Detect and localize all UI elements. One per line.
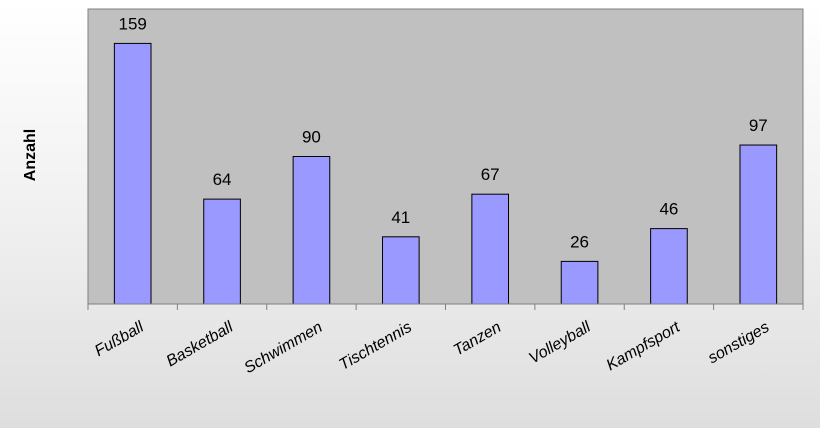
- value-labels-group: 159 64 90 41 67 26 46 97: [119, 14, 768, 251]
- value-label: 26: [570, 232, 589, 251]
- value-label: 90: [302, 128, 321, 147]
- bar-1: [203, 198, 241, 305]
- y-axis-label: Anzahl: [22, 129, 39, 181]
- value-label: 159: [119, 14, 147, 33]
- value-label: 97: [749, 116, 768, 135]
- bar-5: [560, 260, 599, 305]
- category-label: Volleyball: [526, 319, 594, 368]
- category-label: Tischtennis: [336, 319, 414, 374]
- bar-3: [381, 236, 420, 305]
- value-label: 67: [481, 165, 500, 184]
- bar-6: [650, 228, 688, 305]
- category-label: Fußball: [92, 319, 147, 361]
- bars-group: [113, 42, 778, 305]
- value-label: 46: [659, 200, 678, 219]
- category-labels-group: Fußball Basketball Schwimmen Tischtennis Tan…: [92, 318, 772, 377]
- category-label: sonstiges: [705, 319, 772, 368]
- bar-7: [739, 144, 778, 305]
- value-label: 41: [391, 208, 410, 227]
- plot-area: [87, 8, 804, 305]
- bar-0: [113, 42, 152, 305]
- x-ticks-group: [87, 304, 804, 310]
- bar-2: [292, 156, 331, 305]
- category-label: Kampfsport: [604, 318, 684, 374]
- value-label: 64: [213, 170, 232, 189]
- category-label: Basketball: [164, 319, 237, 371]
- bar-4: [471, 193, 510, 305]
- category-label: Tanzen: [451, 319, 505, 360]
- category-label: Schwimmen: [241, 319, 325, 377]
